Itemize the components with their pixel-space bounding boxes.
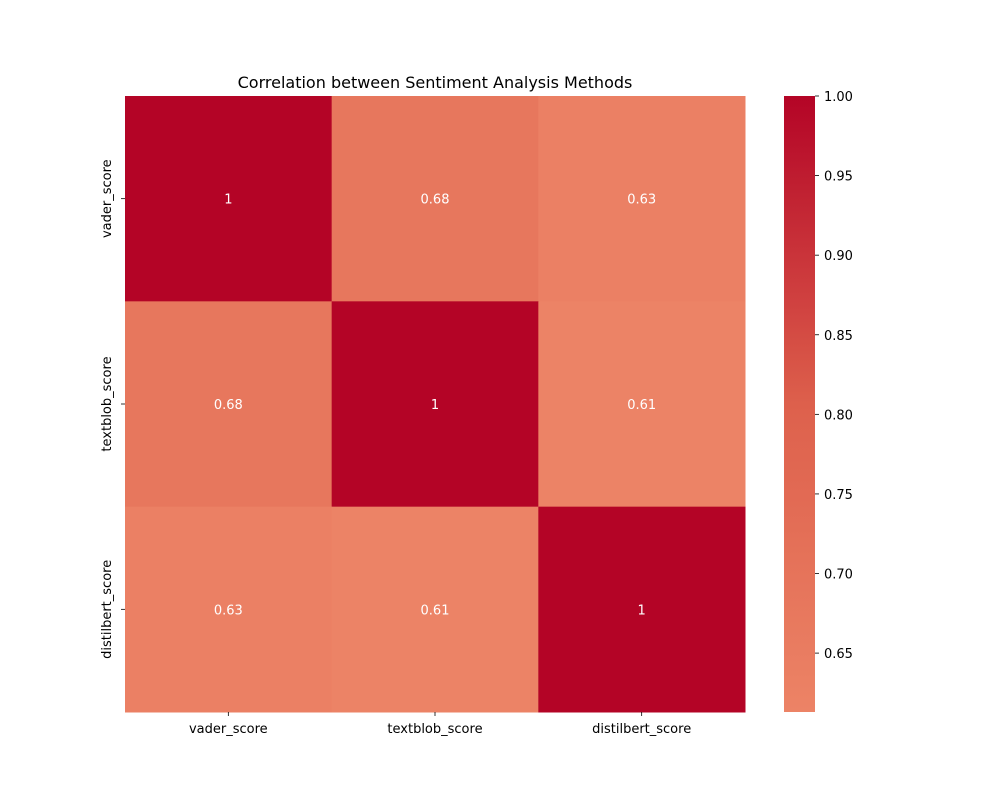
- cell-value-label: 0.63: [214, 603, 243, 618]
- colorbar-tick-label: 0.70: [824, 568, 853, 583]
- heatmap-cell: [331, 96, 539, 302]
- heatmap-cell: [125, 506, 333, 713]
- colorbar-tick-label: 1.00: [824, 90, 853, 105]
- colorbar-tick-label: 0.85: [824, 329, 853, 344]
- heatmap-cell: [125, 96, 333, 302]
- x-axis: vader_score textblob_score distilbert_scor…: [189, 712, 691, 737]
- heatmap-cell: [125, 301, 333, 508]
- x-tick-label: vader_score: [189, 722, 268, 737]
- cell-value-label: 0.61: [627, 398, 656, 413]
- cell-value-label: 0.61: [421, 603, 450, 618]
- chart-title: Correlation between Sentiment Analysis M…: [238, 73, 633, 92]
- cell-value-label: 1: [638, 603, 646, 618]
- colorbar-tick-label: 0.90: [824, 249, 853, 264]
- colorbar: 0.65 0.70 0.75 0.80 0.85 0.90 0.95 1.00: [784, 90, 853, 712]
- colorbar-tick-label: 0.75: [824, 488, 853, 503]
- colorbar-tick-label: 0.65: [824, 647, 853, 662]
- colorbar-tick-label: 0.95: [824, 170, 853, 185]
- heatmap-cell: [538, 96, 746, 302]
- cell-value-label: 1: [431, 398, 439, 413]
- cell-value-label: 1: [224, 193, 232, 208]
- cell-value-label: 0.68: [421, 193, 450, 208]
- y-tick-label: textblob_score: [100, 356, 115, 451]
- x-tick-label: distilbert_score: [592, 722, 691, 737]
- cell-value-label: 0.68: [214, 398, 243, 413]
- heatmap-cells: 1 0.68 0.63 0.68 1 0.61 0.63 0.61 1: [125, 96, 746, 713]
- y-tick-label: distilbert_score: [100, 560, 115, 659]
- heatmap-cell: [331, 506, 539, 713]
- x-tick-label: textblob_score: [387, 722, 482, 737]
- cell-value-label: 0.63: [627, 193, 656, 208]
- y-axis: vader_score textblob_score distilbert_scor…: [100, 159, 125, 659]
- colorbar-tick-label: 0.80: [824, 408, 853, 423]
- heatmap-cell: [538, 506, 746, 713]
- y-tick-label: vader_score: [100, 159, 115, 238]
- colorbar-gradient: [784, 96, 815, 712]
- heatmap-cell: [331, 301, 539, 508]
- heatmap-cell: [538, 301, 746, 508]
